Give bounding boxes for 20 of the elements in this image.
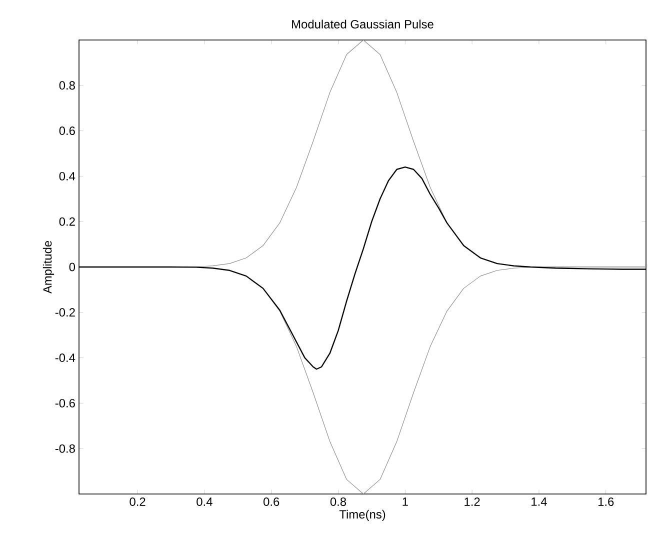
y-tick-label: -0.6 (55, 398, 75, 408)
x-tick-label: 1 (402, 498, 408, 506)
y-axis-title: Amplitude (42, 240, 54, 294)
y-tick-label: 0.2 (59, 217, 75, 226)
x-tick-label: 0.4 (196, 498, 212, 506)
y-tick-label: -0.4 (55, 354, 76, 362)
y-tick-label: -0.8 (55, 444, 75, 453)
y-tick-label: -0.2 (55, 308, 75, 317)
x-axis-title: Time(ns) (339, 510, 386, 521)
y-tick-label: 0 (69, 262, 76, 272)
x-tick-label: 0.6 (264, 498, 280, 506)
x-tick-label: 1.6 (598, 498, 614, 506)
x-tick-label: 0.2 (130, 498, 146, 506)
x-tick-label: 1.2 (464, 498, 480, 506)
chart-title: Modulated Gaussian Pulse (292, 20, 434, 28)
y-tick-label: 0.4 (59, 172, 76, 180)
y-tick-label: 0.8 (59, 81, 75, 90)
x-tick-label: 1.4 (532, 498, 547, 506)
x-tick-label: 0.8 (330, 498, 346, 506)
y-tick-label: 0.6 (59, 126, 75, 136)
